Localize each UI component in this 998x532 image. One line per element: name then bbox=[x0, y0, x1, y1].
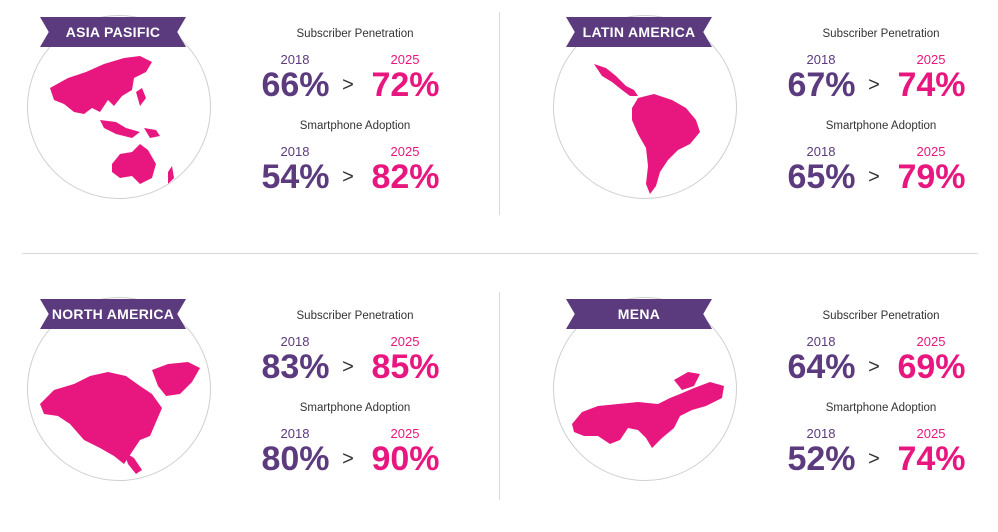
year-to: 2025 bbox=[390, 334, 420, 349]
year-to: 2025 bbox=[390, 52, 420, 67]
vertical-divider-top bbox=[499, 12, 500, 215]
year-to: 2025 bbox=[390, 144, 420, 159]
region-panel-mena: MENA Subscriber Penetration 2018 2025 64… bbox=[526, 282, 998, 532]
chevron-right-icon: > bbox=[342, 166, 354, 188]
year-to: 2025 bbox=[390, 426, 420, 441]
year-from: 2018 bbox=[280, 52, 310, 67]
chevron-right-icon: > bbox=[342, 356, 354, 378]
chevron-right-icon: > bbox=[342, 74, 354, 96]
horizontal-divider bbox=[22, 253, 978, 254]
chevron-right-icon: > bbox=[868, 356, 880, 378]
region-label-asia-pacific: ASIA PASIFIC bbox=[40, 17, 186, 47]
value-from: 80% bbox=[261, 440, 330, 478]
metric-title: Smartphone Adoption bbox=[825, 402, 937, 414]
region-panel-asia-pacific: ASIA PASIFIC Subscriber Penetration 2018… bbox=[0, 0, 499, 250]
year-from: 2018 bbox=[806, 144, 836, 159]
region-panel-latin-america: LATIN AMERICA Subscriber Penetration 201… bbox=[526, 0, 998, 250]
metric-title: Subscriber Penetration bbox=[296, 28, 414, 40]
value-to: 85% bbox=[371, 348, 440, 386]
metric-title: Smartphone Adoption bbox=[299, 120, 411, 132]
metric-title: Smartphone Adoption bbox=[825, 120, 937, 132]
region-label-north-america: NORTH AMERICA bbox=[40, 299, 186, 329]
year-to: 2025 bbox=[916, 144, 946, 159]
value-from: 67% bbox=[787, 66, 856, 104]
year-from: 2018 bbox=[806, 52, 836, 67]
year-from: 2018 bbox=[280, 144, 310, 159]
value-to: 82% bbox=[371, 158, 440, 196]
chevron-right-icon: > bbox=[868, 166, 880, 188]
year-from: 2018 bbox=[806, 334, 836, 349]
chevron-right-icon: > bbox=[342, 448, 354, 470]
value-from: 65% bbox=[787, 158, 856, 196]
region-panel-north-america: NORTH AMERICA Subscriber Penetration 201… bbox=[0, 282, 499, 532]
vertical-divider-bottom bbox=[499, 292, 500, 500]
value-to: 74% bbox=[897, 66, 966, 104]
chevron-right-icon: > bbox=[868, 74, 880, 96]
metric-title: Subscriber Penetration bbox=[822, 310, 940, 322]
value-from: 54% bbox=[261, 158, 330, 196]
year-from: 2018 bbox=[280, 426, 310, 441]
region-label-latin-america: LATIN AMERICA bbox=[566, 17, 712, 47]
value-to: 74% bbox=[897, 440, 966, 478]
value-from: 66% bbox=[261, 66, 330, 104]
year-to: 2025 bbox=[916, 52, 946, 67]
year-to: 2025 bbox=[916, 426, 946, 441]
value-from: 64% bbox=[787, 348, 856, 386]
value-to: 69% bbox=[897, 348, 966, 386]
value-to: 90% bbox=[371, 440, 440, 478]
metric-title: Subscriber Penetration bbox=[822, 28, 940, 40]
year-from: 2018 bbox=[806, 426, 836, 441]
metric-title: Smartphone Adoption bbox=[299, 402, 411, 414]
value-to: 72% bbox=[371, 66, 440, 104]
value-from: 83% bbox=[261, 348, 330, 386]
year-from: 2018 bbox=[280, 334, 310, 349]
value-to: 79% bbox=[897, 158, 966, 196]
region-label-mena: MENA bbox=[566, 299, 712, 329]
value-from: 52% bbox=[787, 440, 856, 478]
chevron-right-icon: > bbox=[868, 448, 880, 470]
metric-title: Subscriber Penetration bbox=[296, 310, 414, 322]
year-to: 2025 bbox=[916, 334, 946, 349]
